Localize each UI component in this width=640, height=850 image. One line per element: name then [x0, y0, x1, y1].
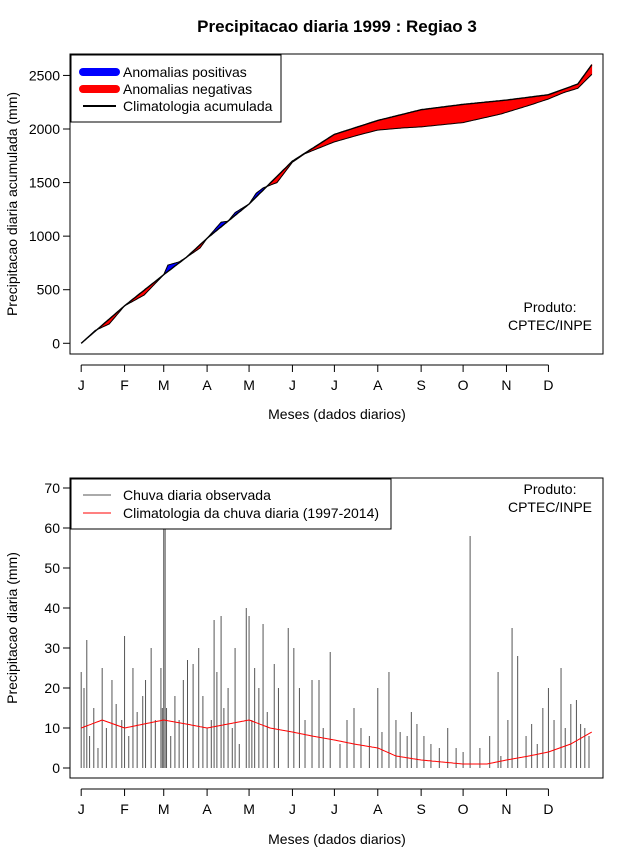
y-tick-label: 0 — [52, 760, 60, 776]
y-tick-label: 30 — [44, 640, 60, 656]
legend-label: Chuva diaria observada — [123, 487, 271, 503]
legend-label: Climatologia acumulada — [123, 98, 273, 114]
x-tick-label: D — [543, 377, 553, 393]
y-tick-label: 60 — [44, 520, 60, 536]
y-axis-label: Precipitacao diaria acumulada (mm) — [4, 92, 20, 316]
x-tick-label: O — [458, 377, 469, 393]
x-tick-label: S — [416, 377, 425, 393]
annotation-line: Produto: — [524, 299, 577, 315]
x-tick-label: A — [373, 801, 383, 817]
x-tick-label: F — [120, 801, 129, 817]
y-tick-label: 1000 — [29, 228, 60, 244]
x-axis-label: Meses (dados diarios) — [268, 831, 406, 847]
x-tick-label: J — [78, 801, 85, 817]
x-tick-label: M — [243, 377, 255, 393]
x-tick-label: A — [373, 377, 383, 393]
annotation-line: CPTEC/INPE — [508, 499, 592, 515]
x-tick-label: N — [501, 801, 511, 817]
x-tick-label: S — [416, 801, 425, 817]
x-tick-label: D — [543, 801, 553, 817]
x-tick-label: O — [458, 801, 469, 817]
y-tick-label: 2000 — [29, 121, 60, 137]
legend-label: Anomalias negativas — [123, 81, 252, 97]
x-tick-label: A — [202, 801, 212, 817]
y-tick-label: 50 — [44, 560, 60, 576]
x-axis-label: Meses (dados diarios) — [268, 406, 406, 422]
y-tick-label: 20 — [44, 680, 60, 696]
y-tick-label: 1500 — [29, 175, 60, 191]
climatology-line — [81, 719, 593, 765]
x-tick-label: J — [289, 801, 296, 817]
chart-daily-precipitation: 0 10 20 30 40 50 60 70 J F M A M J J A S O N D Meses (dados … — [4, 477, 604, 847]
y-tick-label: 40 — [44, 600, 60, 616]
x-tick-label: J — [331, 377, 338, 393]
chart-accumulated-precipitation: Precipitacao diaria 1999 : Regiao 3 0 500 1… — [4, 17, 604, 422]
y-tick-label: 70 — [44, 480, 60, 496]
x-tick-label: M — [158, 801, 170, 817]
x-tick-label: A — [202, 377, 212, 393]
x-tick-label: J — [289, 377, 296, 393]
chart-title: Precipitacao diaria 1999 : Regiao 3 — [197, 17, 477, 36]
legend-label: Climatologia da chuva diaria (1997-2014) — [123, 505, 379, 521]
observed-bars — [80, 520, 590, 768]
x-tick-label: M — [158, 377, 170, 393]
observed-accumulated-line — [80, 74, 593, 344]
y-tick-label: 500 — [37, 282, 61, 298]
x-tick-label: F — [120, 377, 129, 393]
legend-box — [70, 478, 392, 530]
x-tick-label: M — [243, 801, 255, 817]
x-tick-label: J — [331, 801, 338, 817]
x-tick-label: J — [78, 377, 85, 393]
y-axis-label: Precipitacao diaria (mm) — [4, 552, 20, 704]
annotation-line: CPTEC/INPE — [508, 317, 592, 333]
x-tick-label: N — [501, 377, 511, 393]
legend-label: Anomalias positivas — [123, 64, 247, 80]
plot-frame — [69, 477, 604, 779]
climatology-accumulated-line — [80, 64, 593, 344]
y-tick-label: 0 — [52, 335, 60, 351]
y-tick-label: 10 — [44, 720, 60, 736]
plot-frame — [69, 53, 604, 355]
y-tick-label: 2500 — [29, 67, 60, 83]
annotation-line: Produto: — [524, 481, 577, 497]
